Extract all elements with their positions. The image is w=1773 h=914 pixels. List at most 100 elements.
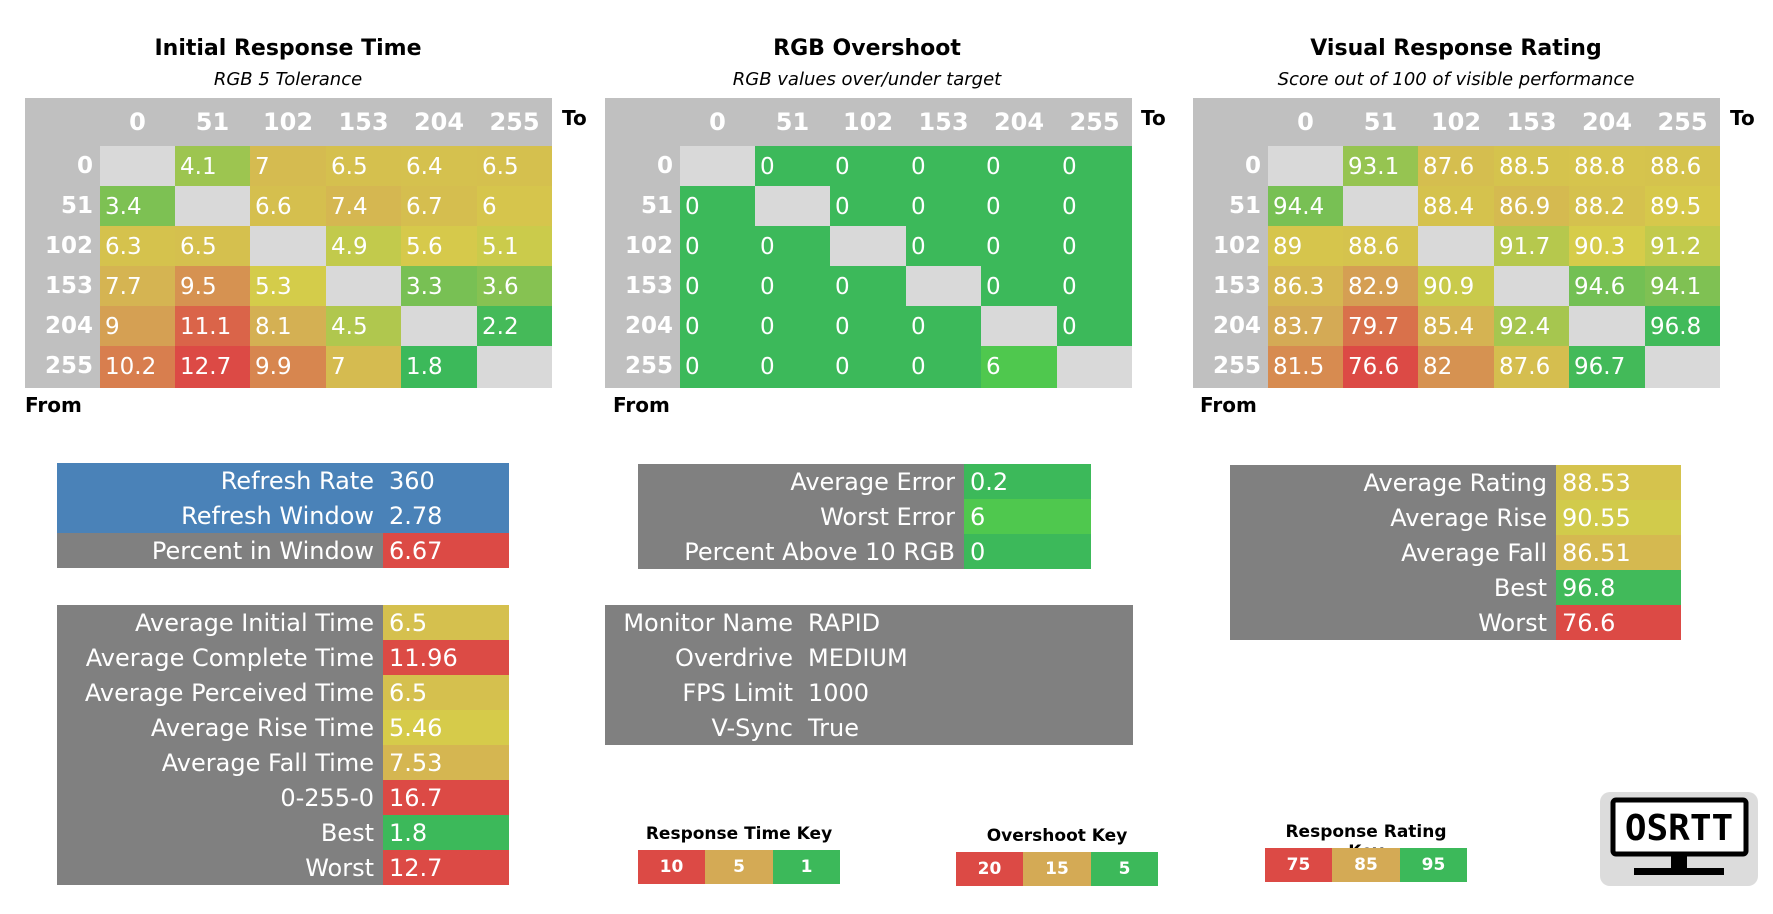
stat-value: 0 [964, 534, 1091, 569]
heatmap-cell: 9.5 [175, 266, 250, 306]
stat-value: 7.53 [383, 745, 509, 780]
heatmap-cell: 0 [1057, 146, 1132, 186]
stat-row: Monitor Name RAPID [605, 605, 1133, 640]
refresh-stats-table: Refresh Rate 360 Refresh Window 2.78 Percent… [57, 463, 509, 568]
column-header: 51 [195, 108, 230, 136]
heatmap-cell: 3.6 [477, 266, 552, 306]
heatmap-cell: 0 [1057, 266, 1132, 306]
stat-row: Overdrive MEDIUM [605, 640, 1133, 675]
row-header: 0 [76, 153, 93, 179]
matrix-title-response-time: Initial Response Time [154, 36, 422, 61]
heatmap-cell-empty [680, 146, 755, 186]
heatmap-cell: 7.4 [326, 186, 401, 226]
heatmap-cell: 6 [981, 346, 1057, 388]
heatmap-cell: 6.5 [477, 146, 552, 186]
heatmap-cell: 0 [755, 306, 830, 346]
matrix-subtitle-rating: Score out of 100 of visible performance [1277, 69, 1635, 90]
heatmap-cell: 96.7 [1569, 346, 1645, 388]
stat-value: 12.7 [383, 850, 509, 885]
column-header: 255 [1657, 108, 1708, 136]
matrix-title-overshoot: RGB Overshoot [773, 36, 961, 61]
heatmap-cell: 7 [326, 346, 401, 388]
heatmap-cell: 83.7 [1268, 306, 1343, 346]
matrix-subtitle-overshoot: RGB values over/under target [732, 69, 1002, 90]
stat-row: Average Initial Time 6.5 [57, 605, 509, 640]
row-header: 204 [44, 313, 93, 339]
heatmap-cell: 79.7 [1343, 306, 1418, 346]
row-header: 0 [656, 153, 673, 179]
heatmap-cell-empty [1057, 346, 1132, 388]
heatmap-cell: 0 [906, 186, 981, 226]
to-label: To [1141, 106, 1166, 130]
key-cell-response-high: 10 [638, 850, 705, 884]
heatmap-cell: 90.9 [1418, 266, 1494, 306]
heatmap-cell: 0 [981, 186, 1057, 226]
row-header: 204 [624, 313, 673, 339]
stat-label: Worst [57, 850, 383, 885]
stat-label: Overdrive [605, 640, 802, 675]
from-label: From [613, 393, 670, 417]
stat-label: Average Fall Time [57, 745, 383, 780]
row-header: 0 [1244, 153, 1261, 179]
heatmap-cell: 92.4 [1494, 306, 1569, 346]
stat-row: Best 96.8 [1230, 570, 1681, 605]
heatmap-cell-empty [1268, 146, 1343, 186]
to-label: To [1730, 106, 1755, 130]
stat-value: 76.6 [1556, 605, 1681, 640]
heatmap-cell: 6.7 [401, 186, 477, 226]
stat-value: 11.96 [383, 640, 509, 675]
heatmap-cell: 87.6 [1418, 146, 1494, 186]
stat-row: Average Fall 86.51 [1230, 535, 1681, 570]
stat-row: Average Rise 90.55 [1230, 500, 1681, 535]
key-cell-overshoot-mid: 15 [1023, 852, 1091, 886]
stat-label: Average Perceived Time [57, 675, 383, 710]
heatmap-cell: 1.8 [401, 346, 477, 388]
key-cell-rating-high: 95 [1400, 848, 1467, 882]
heatmap-cell: 12.7 [175, 346, 250, 388]
key-cell-overshoot-high: 20 [956, 852, 1023, 886]
heatmap-cell: 88.4 [1418, 186, 1494, 226]
row-header: 51 [60, 193, 93, 219]
matrix-subtitle-response-time: RGB 5 Tolerance [213, 69, 363, 90]
stat-value: 5.46 [383, 710, 509, 745]
column-header: 0 [1297, 108, 1314, 136]
stat-value: 0.2 [964, 464, 1091, 499]
heatmap-cell-empty [250, 226, 326, 266]
stat-label: Refresh Rate [57, 463, 383, 498]
column-header: 102 [842, 108, 894, 136]
heatmap-cell: 0 [1057, 306, 1132, 346]
column-header: 204 [993, 108, 1045, 136]
heatmap-cell: 88.5 [1494, 146, 1569, 186]
column-header: 204 [1581, 108, 1633, 136]
stat-value: 86.51 [1556, 535, 1681, 570]
heatmap-cell: 93.1 [1343, 146, 1418, 186]
stat-label: Percent Above 10 RGB [638, 534, 964, 569]
stat-row: Percent in Window 6.67 [57, 533, 509, 568]
heatmap-cell: 2.2 [477, 306, 552, 346]
row-header: 255 [1212, 353, 1261, 379]
heatmap-cell: 6.6 [250, 186, 326, 226]
stat-row: 0-255-0 16.7 [57, 780, 509, 815]
row-header: 153 [1212, 273, 1261, 299]
response-time-heatmap: 0 51 102 153 204 255 0 4.1 7 6.5 6.4 6.5 51 3.4 6.6 7.4… [25, 98, 552, 388]
heatmap-cell-empty [1418, 226, 1494, 266]
heatmap-cell: 7 [250, 146, 326, 186]
osrtt-logo: OSRTT [1600, 792, 1758, 886]
stat-label: Worst [1230, 605, 1556, 640]
stat-label: Worst Error [638, 499, 964, 534]
heatmap-cell: 86.9 [1494, 186, 1569, 226]
row-header: 102 [624, 233, 673, 259]
heatmap-cell: 0 [1057, 226, 1132, 266]
stat-value: 96.8 [1556, 570, 1681, 605]
stat-value: 1.8 [383, 815, 509, 850]
heatmap-cell: 11.1 [175, 306, 250, 346]
stat-label: 0-255-0 [57, 780, 383, 815]
from-label: From [25, 393, 82, 417]
heatmap-cell: 4.9 [326, 226, 401, 266]
heatmap-cell-empty [1494, 266, 1569, 306]
stat-row: Best 1.8 [57, 815, 509, 850]
stat-value: 6.5 [383, 675, 509, 710]
stat-label: Refresh Window [57, 498, 383, 533]
heatmap-cell: 0 [755, 266, 830, 306]
monitor-info-table: Monitor Name RAPID Overdrive MEDIUM FPS Limi… [605, 605, 1133, 745]
